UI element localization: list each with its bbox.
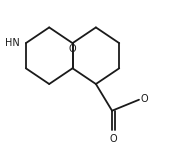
Text: HN: HN <box>5 38 20 48</box>
Text: O: O <box>69 44 76 54</box>
Text: O: O <box>110 134 117 144</box>
Text: O: O <box>141 94 148 104</box>
